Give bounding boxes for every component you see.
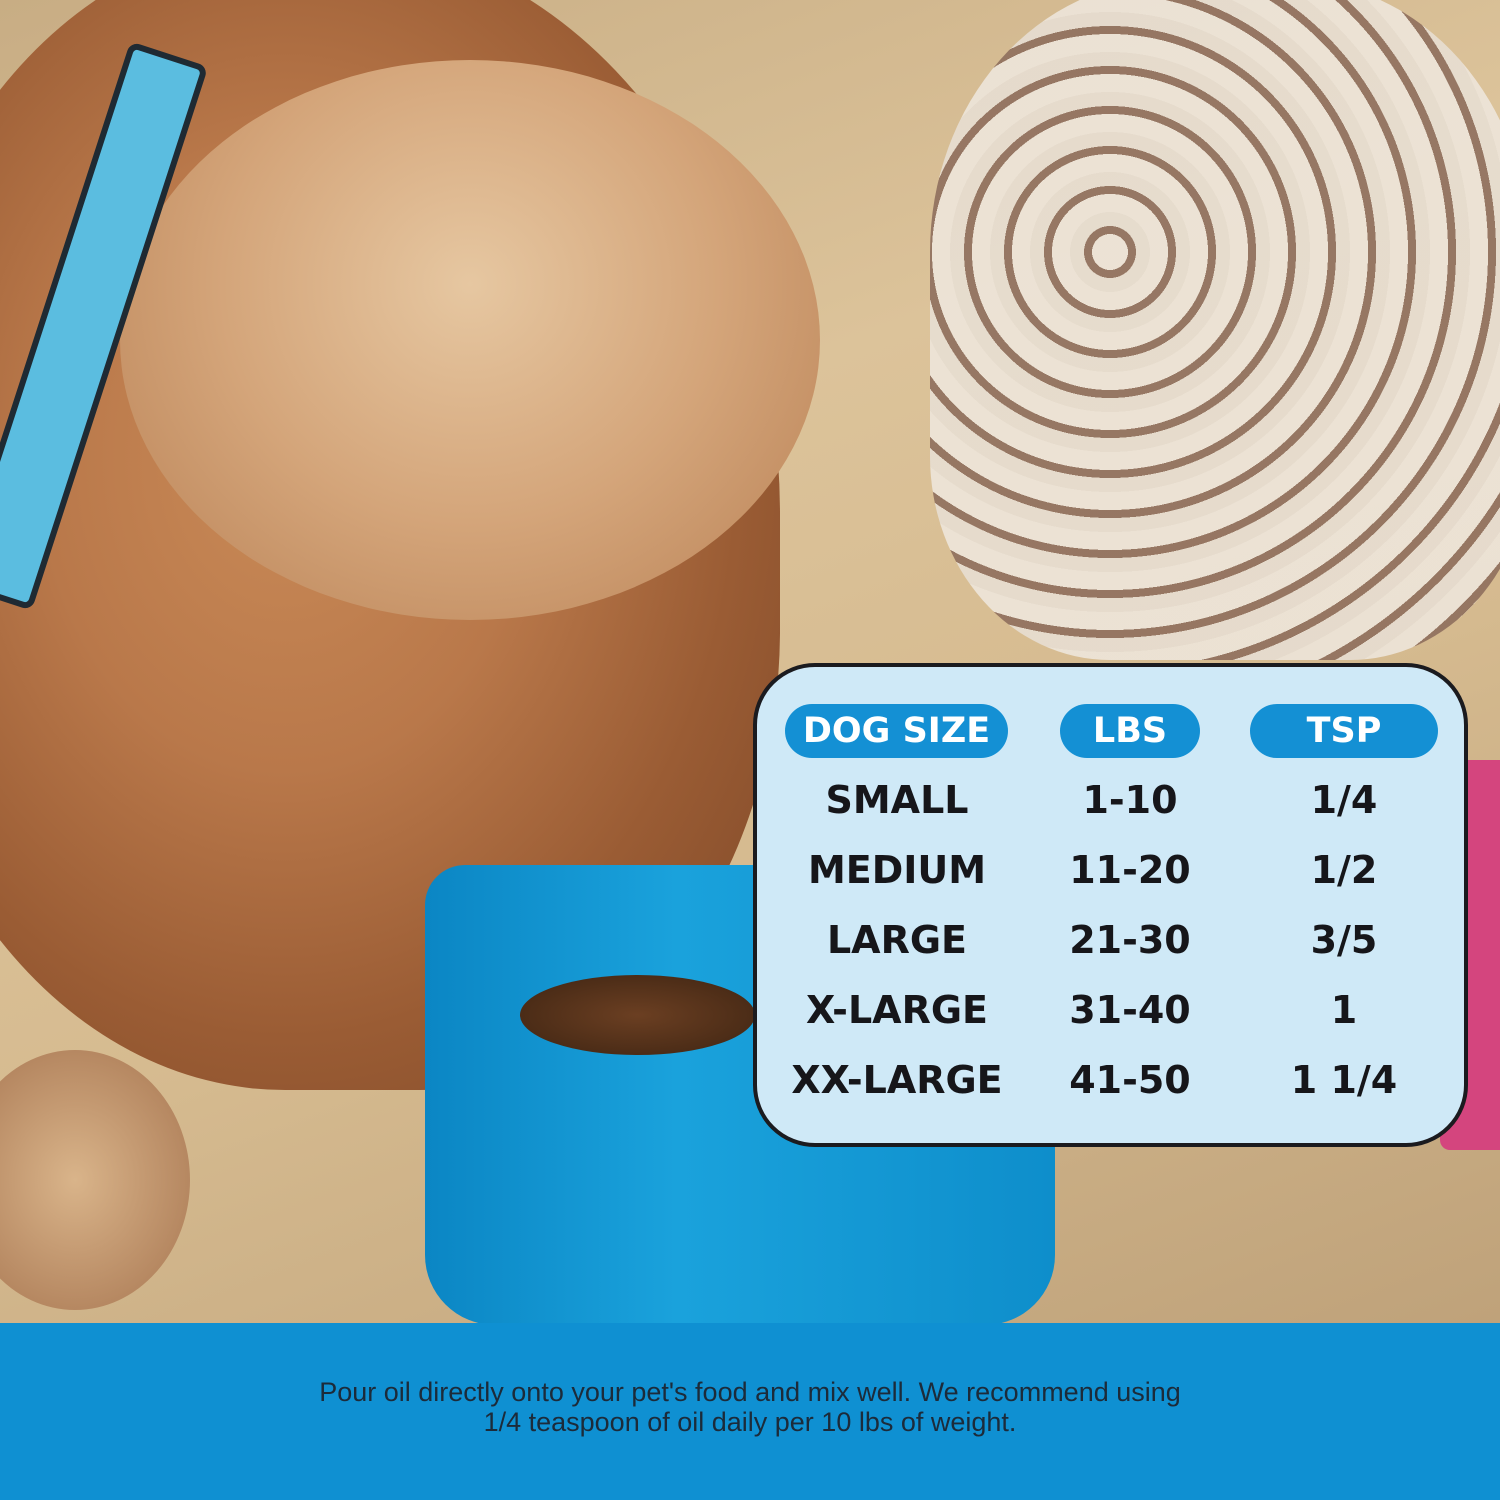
dog-head	[120, 60, 820, 620]
product-photo-dogs-eating	[0, 0, 1500, 1323]
table-cell: MEDIUM	[807, 848, 987, 892]
header-tsp: TSP	[1250, 704, 1438, 758]
table-cell: 1/4	[1310, 778, 1378, 822]
table-cell: 11-20	[1069, 848, 1191, 892]
dosage-table: DOG SIZE LBS TSP SMALL 1-10 1/4 MEDIUM 11-20…	[753, 663, 1468, 1147]
dog-paw	[0, 1050, 190, 1310]
table-cell: 3/5	[1310, 918, 1378, 962]
usage-instructions: Pour oil directly onto your pet's food a…	[0, 1377, 1500, 1437]
table-cell: 1	[1330, 988, 1358, 1032]
table-cell: LARGE	[826, 918, 968, 962]
header-lbs: LBS	[1060, 704, 1200, 758]
table-cell: 21-30	[1069, 918, 1191, 962]
table-cell: X-LARGE	[805, 988, 988, 1032]
footer-band	[0, 1323, 1500, 1500]
instruction-line-1: Pour oil directly onto your pet's food a…	[319, 1377, 1181, 1407]
table-cell: 1 1/4	[1290, 1058, 1398, 1102]
header-dog-size: DOG SIZE	[785, 704, 1008, 758]
dog-food	[520, 975, 755, 1055]
table-cell: XX-LARGE	[791, 1058, 1003, 1102]
instruction-line-2: 1/4 teaspoon of oil daily per 10 lbs of …	[483, 1407, 1017, 1437]
table-cell: 41-50	[1069, 1058, 1191, 1102]
table-cell: 1/2	[1310, 848, 1378, 892]
spotted-dog	[930, 0, 1500, 660]
table-cell: SMALL	[825, 778, 969, 822]
table-cell: 1-10	[1082, 778, 1178, 822]
table-cell: 31-40	[1069, 988, 1191, 1032]
